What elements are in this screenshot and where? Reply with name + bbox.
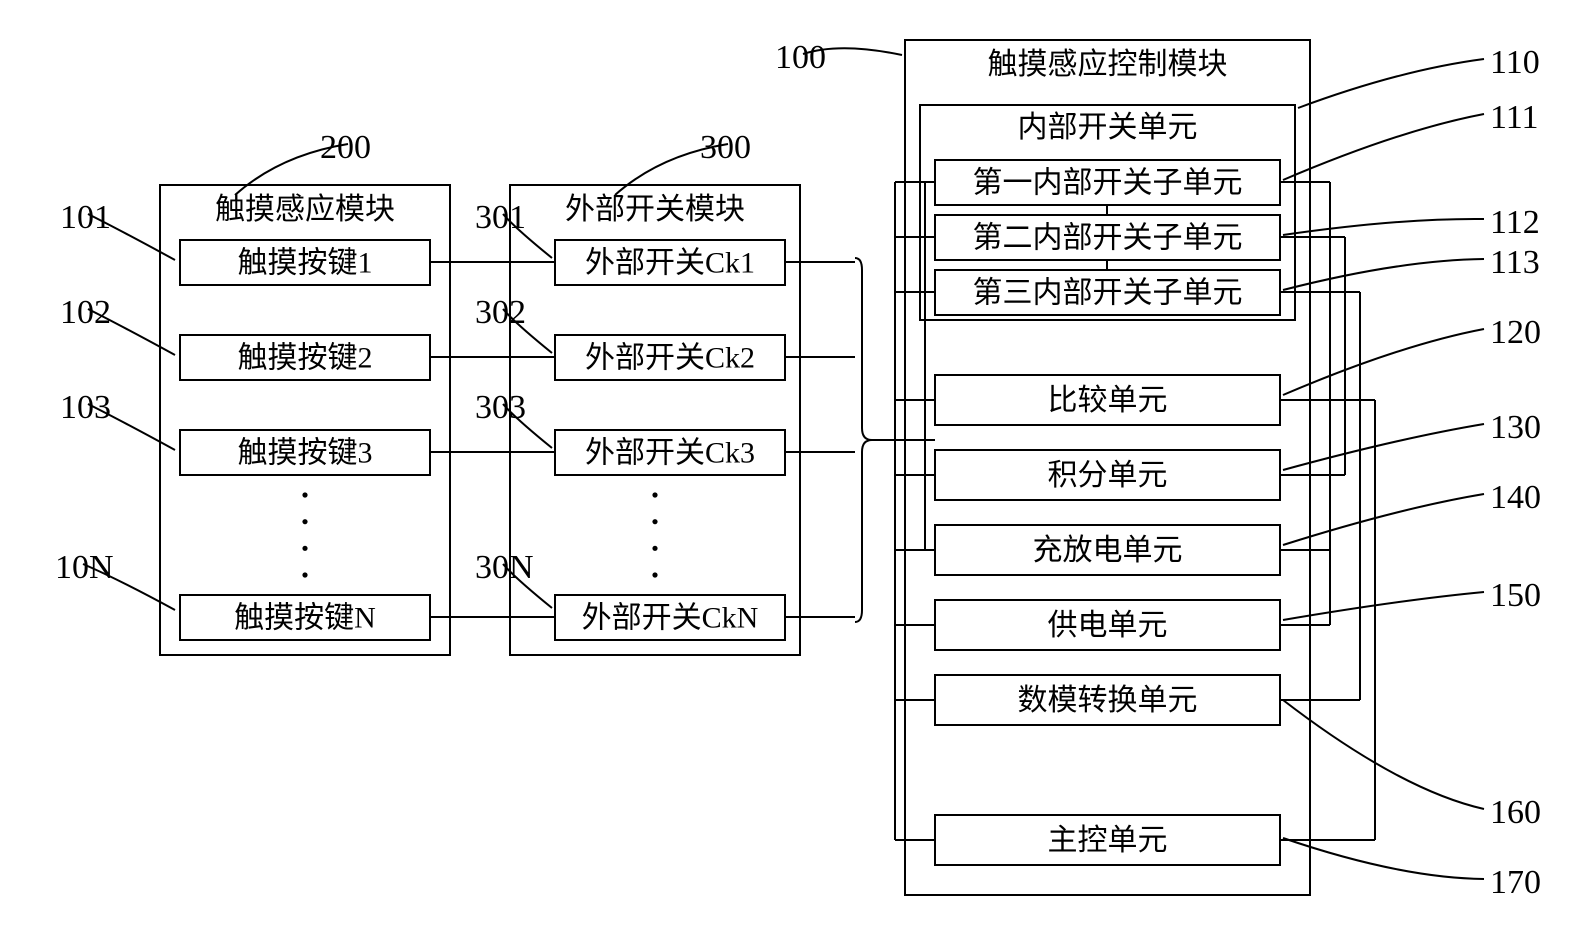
switch-sub-label: 第三内部开关子单元	[973, 276, 1243, 309]
ext-switch-label: 外部开关CkN	[582, 601, 759, 634]
ref-label: 112	[1490, 204, 1540, 241]
ref-label: 103	[60, 389, 111, 426]
unit-label: 数模转换单元	[1018, 684, 1198, 717]
ellipsis-dot	[652, 546, 657, 551]
ellipsis-dot	[302, 546, 307, 551]
ellipsis-dot	[302, 492, 307, 497]
ref-label: 140	[1490, 479, 1541, 516]
connector	[1283, 259, 1484, 290]
connector	[1283, 114, 1484, 180]
ref-label: 10N	[55, 549, 114, 586]
ref-label: 170	[1490, 864, 1541, 901]
unit-label: 主控单元	[1048, 824, 1168, 857]
ref-label: 200	[320, 129, 371, 166]
ellipsis-dot	[652, 492, 657, 497]
unit-label: 比较单元	[1048, 384, 1168, 417]
ref-label: 102	[60, 294, 111, 331]
module-100-title: 触摸感应控制模块	[988, 48, 1228, 81]
connector	[1283, 424, 1484, 470]
ref-label: 30N	[475, 549, 534, 586]
connector	[1283, 219, 1484, 235]
ref-label: 100	[775, 39, 826, 76]
ext-switch-label: 外部开关Ck3	[585, 436, 755, 469]
ref-label: 130	[1490, 409, 1541, 446]
unit-label: 积分单元	[1048, 459, 1168, 492]
ref-label: 150	[1490, 577, 1541, 614]
connector	[1298, 59, 1484, 108]
unit-label: 供电单元	[1048, 609, 1168, 642]
ref-label: 113	[1490, 244, 1540, 281]
touch-key-label: 触摸按键3	[238, 436, 373, 469]
ext-switch-label: 外部开关Ck2	[585, 341, 755, 374]
touch-key-label: 触摸按键2	[238, 341, 373, 374]
ref-label: 302	[475, 294, 526, 331]
connector	[855, 258, 872, 622]
connector	[1283, 329, 1484, 395]
touch-key-label: 触摸按键N	[234, 601, 376, 634]
ref-label: 110	[1490, 44, 1540, 81]
unit-label: 充放电单元	[1033, 534, 1183, 567]
connector	[1283, 700, 1484, 809]
switch-unit-title: 内部开关单元	[1018, 111, 1198, 144]
ref-label: 303	[475, 389, 526, 426]
ext-switch-label: 外部开关Ck1	[585, 246, 755, 279]
touch-key-label: 触摸按键1	[238, 246, 373, 279]
ref-label: 120	[1490, 314, 1541, 351]
block-diagram: 触摸感应模块触摸按键1 触摸按键2 触摸按键3 触摸按键N 外部开关模块外部开关Ck1 外…	[0, 0, 1595, 931]
ref-label: 300	[700, 129, 751, 166]
ref-label: 111	[1490, 99, 1538, 136]
switch-sub-label: 第一内部开关子单元	[973, 166, 1243, 199]
switch-sub-label: 第二内部开关子单元	[973, 221, 1243, 254]
connector	[1283, 592, 1484, 620]
ellipsis-dot	[652, 519, 657, 524]
ref-label: 301	[475, 199, 526, 236]
module-300-title: 外部开关模块	[565, 193, 745, 226]
ellipsis-dot	[302, 519, 307, 524]
ref-label: 160	[1490, 794, 1541, 831]
ref-label: 101	[60, 199, 111, 236]
connector	[1283, 838, 1484, 879]
ellipsis-dot	[302, 572, 307, 577]
ellipsis-dot	[652, 572, 657, 577]
connector	[1283, 494, 1484, 545]
module-200-title: 触摸感应模块	[215, 193, 395, 226]
